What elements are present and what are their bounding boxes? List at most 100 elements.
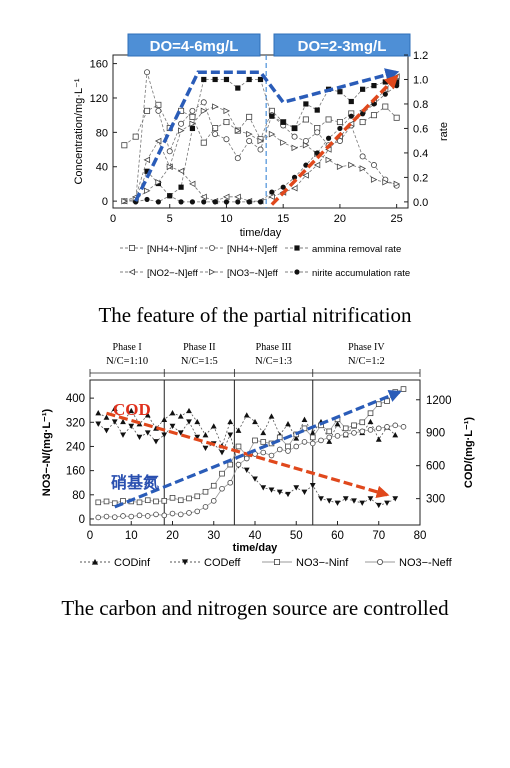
series-line [98,421,396,506]
data-point [189,199,196,205]
phase-ratio: N/C=1:5 [181,356,218,367]
y-tick-label: 40 [96,162,108,174]
data-point [243,467,250,473]
data-point [302,142,310,149]
data-point [293,435,300,441]
data-point [359,419,366,426]
data-point [276,446,283,453]
data-point [246,137,253,144]
data-point [169,410,176,416]
x-tick-label: 80 [414,530,427,542]
data-point [111,514,118,520]
data-point [194,434,201,441]
data-point [103,498,110,505]
y-axis-label: Concentration/mg·L⁻¹ [73,78,85,184]
data-point [132,133,139,140]
data-point [212,76,218,83]
data-point [178,120,185,127]
legend-label: CODinf [114,557,151,569]
data-point [394,83,400,89]
data-point [268,130,276,138]
legend-item-6: nirite accumulation rate [285,268,410,279]
data-point [144,107,151,114]
data-point [367,410,374,417]
data-point [276,489,283,495]
legend-item-3: ammina removal rate [285,244,401,255]
data-point [103,414,110,420]
data-point [359,119,366,126]
data-point [309,483,316,489]
data-point [95,499,102,506]
series-1 [95,405,399,449]
data-point [359,428,366,435]
data-point [382,103,389,110]
data-point [382,79,388,85]
phase-banner-2 [273,33,411,57]
data-point [303,162,309,168]
y2-tick-label: 0.8 [413,99,428,111]
data-point [144,497,151,504]
data-point [293,485,300,491]
y2-tick-label: 0.4 [413,148,428,160]
legend-item-2: [NH4+-N]eff [200,244,278,255]
data-point [121,197,128,205]
legend-marker [208,244,215,251]
data-point [95,421,102,427]
series-4 [95,422,407,521]
data-point [243,412,250,418]
data-point [351,422,357,429]
y-tick-label: 160 [66,466,85,478]
data-point [291,125,298,132]
annotation-nitrate: 硝基氮 [111,473,159,492]
y2-tick-label: 0.0 [413,197,428,209]
x-tick-label: 40 [249,530,262,542]
data-point [260,429,267,436]
x-tick-label: 10 [220,213,232,225]
data-point [246,130,253,138]
data-point [384,500,390,506]
legend-label: nirite accumulation rate [312,268,410,279]
data-point [103,513,110,520]
data-point [223,136,230,143]
data-point [144,430,151,436]
data-point [337,89,343,95]
data-point [128,407,135,414]
legend-label: NO3−-Neff [399,557,453,569]
data-point [375,401,382,407]
x-axis-label: time/day [233,542,279,554]
data-point [285,443,291,450]
data-point [169,495,176,501]
data-point [144,69,151,76]
data-point [202,488,209,495]
data-point [177,413,184,419]
data-point [210,423,217,429]
y2-tick-label: 300 [426,494,445,506]
legend-marker [128,244,135,251]
data-point [186,495,192,502]
legend-item-4: [NO2−-N]eff [120,268,198,279]
data-point [301,439,308,445]
legend-marker [91,558,99,565]
data-point [280,139,287,146]
data-point [257,137,264,145]
data-point [334,500,341,506]
data-point [302,172,309,179]
data-point [359,153,366,160]
data-point [223,76,230,83]
data-point [177,497,184,504]
data-point [257,199,264,205]
data-point [188,180,196,188]
x-axis-label: time/day [240,227,282,239]
data-point [161,512,168,519]
phase-name: Phase III [256,342,292,353]
data-point [153,511,159,518]
data-point [291,184,298,192]
data-point [234,127,242,134]
carbon-nitrogen-chart: Phase I N/C=1:10 Phase II N/C=1:5 Phase III N… [41,342,475,569]
x-tick-label: 20 [166,530,179,542]
trend-arrow-1 [106,411,390,499]
data-point [370,162,377,169]
data-point [276,434,283,441]
data-point [314,129,321,136]
y2-tick-label: 900 [426,428,445,440]
